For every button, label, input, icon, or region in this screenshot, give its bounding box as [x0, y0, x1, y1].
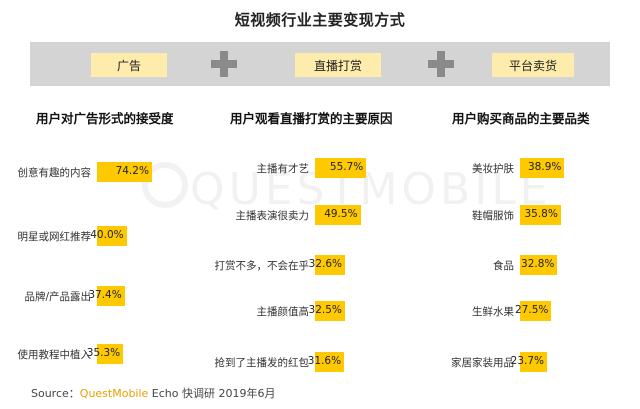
- category-label: 美妆护肤: [472, 163, 514, 175]
- bar: [520, 352, 548, 372]
- bar: [97, 344, 124, 364]
- source-text: Echo 快调研 2019年6月: [148, 387, 276, 400]
- bar: [520, 205, 561, 225]
- source-brand: QuestMobile: [79, 387, 149, 400]
- monetization-banner: 广告 直播打赏 平台卖货: [30, 42, 610, 86]
- category-label: 主播颜值高: [256, 306, 310, 318]
- watermark: QUESTMOBILE: [190, 164, 552, 215]
- category-label: 打赏不多，不会在乎: [214, 260, 310, 272]
- bar: [315, 205, 361, 225]
- category-label: 创意有趣的内容: [17, 167, 92, 179]
- value-label: 23.7%: [510, 355, 545, 367]
- value-label: 35.8%: [524, 208, 558, 220]
- value-label: 55.7%: [329, 161, 364, 173]
- value-label: 74.2%: [115, 165, 149, 177]
- banner-item-ads: 广告: [91, 53, 167, 77]
- bar: [315, 352, 345, 372]
- bar: [315, 158, 367, 178]
- value-label: 49.5%: [324, 208, 358, 220]
- value-label: 37.4%: [88, 289, 122, 301]
- value-label: 32.8%: [521, 258, 555, 270]
- value-label: 32.5%: [308, 304, 342, 316]
- bar: [520, 301, 552, 321]
- banner-item-selling: 平台卖货: [492, 53, 574, 77]
- bar: [520, 158, 565, 178]
- chart-title-products: 用户购买商品的主要品类: [452, 111, 590, 126]
- value-label: 32.6%: [308, 258, 342, 270]
- category-label: 主播表演很卖力: [235, 210, 310, 222]
- category-label: 家居家装用品: [451, 357, 514, 369]
- plus-icon: [211, 51, 237, 77]
- category-label: 抢到了主播发的红包: [214, 357, 310, 369]
- category-label: 食品: [493, 260, 514, 272]
- chart-title-tipping: 用户观看直播打赏的主要原因: [230, 111, 393, 126]
- page-title: 短视频行业主要变现方式: [234, 11, 406, 29]
- value-label: 40.0%: [90, 229, 124, 241]
- plus-icon: [428, 51, 454, 77]
- bar: [97, 286, 125, 306]
- category-label: 鞋帽服饰: [472, 210, 514, 222]
- bar: [97, 226, 127, 246]
- category-label: 主播有才艺: [256, 163, 310, 175]
- source-label: Source：: [31, 387, 80, 400]
- value-label: 31.6%: [307, 355, 342, 367]
- category-label: 使用教程中植入: [17, 349, 92, 361]
- bar: [315, 255, 345, 275]
- bar: [520, 255, 558, 275]
- bar: [315, 301, 345, 321]
- category-label: 明星或网红推荐: [17, 231, 92, 243]
- source-note: Source：QuestMobile Echo 快调研 2019年6月: [31, 385, 276, 401]
- value-label: 38.9%: [528, 161, 562, 173]
- banner-item-live-tipping: 直播打赏: [295, 53, 381, 77]
- chart-title-ads: 用户对广告形式的接受度: [36, 111, 174, 126]
- value-label: 27.5%: [515, 304, 549, 316]
- bar: [97, 162, 152, 182]
- watermark-logo-mark: [142, 162, 188, 208]
- category-label: 生鲜水果: [472, 306, 514, 318]
- category-label: 品牌/产品露出: [24, 291, 91, 303]
- value-label: 35.3%: [86, 347, 121, 359]
